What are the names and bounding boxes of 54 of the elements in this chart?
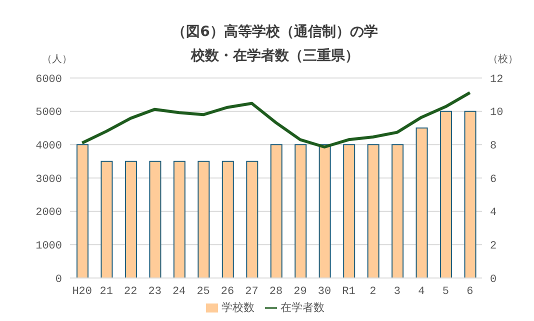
bar [270, 144, 282, 278]
x-tick-label: H20 [72, 286, 92, 298]
bar [294, 144, 307, 278]
x-tick-label: 24 [172, 286, 186, 298]
y2-tick-label: 12 [490, 74, 504, 86]
legend-label: 学校数 [222, 301, 254, 314]
x-tick-label: 5 [442, 286, 449, 298]
x-tick-label: 27 [245, 286, 258, 298]
x-tick-label: 29 [294, 286, 307, 298]
bar [149, 160, 162, 278]
bar [76, 144, 88, 278]
y2-tick-label: 2 [490, 240, 497, 253]
y2-tick-label: 8 [490, 140, 497, 153]
y-axis-title: （人） [42, 53, 72, 66]
y-tick-label: 2000 [36, 207, 62, 220]
legend-label: 在学者数 [280, 301, 324, 314]
y-tick-label: 0 [55, 274, 62, 286]
x-tick-label: 4 [418, 286, 426, 298]
y-tick-label: 4000 [36, 140, 62, 153]
x-tick-label: 6 [466, 286, 474, 298]
x-tick-label: 2 [370, 286, 376, 298]
x-tick-label: 23 [148, 286, 162, 298]
y2-tick-label: 6 [490, 174, 497, 186]
bar [100, 160, 113, 278]
bar [124, 160, 137, 278]
bar [318, 144, 331, 278]
bar [246, 160, 258, 278]
y-tick-label: 5000 [36, 107, 62, 120]
bar [440, 110, 452, 278]
y2-tick-label: 0 [490, 274, 497, 286]
x-tick-label: 28 [269, 286, 283, 298]
x-tick-label: 22 [124, 286, 138, 298]
x-tick-label: 21 [100, 286, 114, 298]
line-series [80, 91, 472, 148]
y-tick-label: 3000 [36, 174, 62, 186]
y-tick-label: 1000 [36, 240, 62, 253]
y2-axis-title: （校） [488, 52, 518, 66]
x-tick-label: R1 [342, 286, 356, 298]
bar [198, 160, 210, 278]
bar [367, 144, 380, 278]
x-tick-label: 30 [318, 286, 332, 298]
y-tick-label: 6000 [36, 74, 62, 86]
chart-title: （図6）高等学校（通信制）の学校数・在学者数（三重県） [172, 22, 378, 66]
x-tick-label: 3 [394, 286, 400, 298]
x-tick-label: 26 [220, 286, 234, 298]
y2-tick-label: 10 [490, 107, 504, 120]
x-tick-label: 25 [196, 286, 210, 298]
bar [173, 160, 186, 278]
bar [464, 110, 476, 278]
y2-tick-label: 4 [490, 207, 497, 220]
bar [416, 128, 428, 278]
bar [392, 144, 404, 278]
bar [222, 160, 234, 278]
bar [343, 144, 356, 278]
